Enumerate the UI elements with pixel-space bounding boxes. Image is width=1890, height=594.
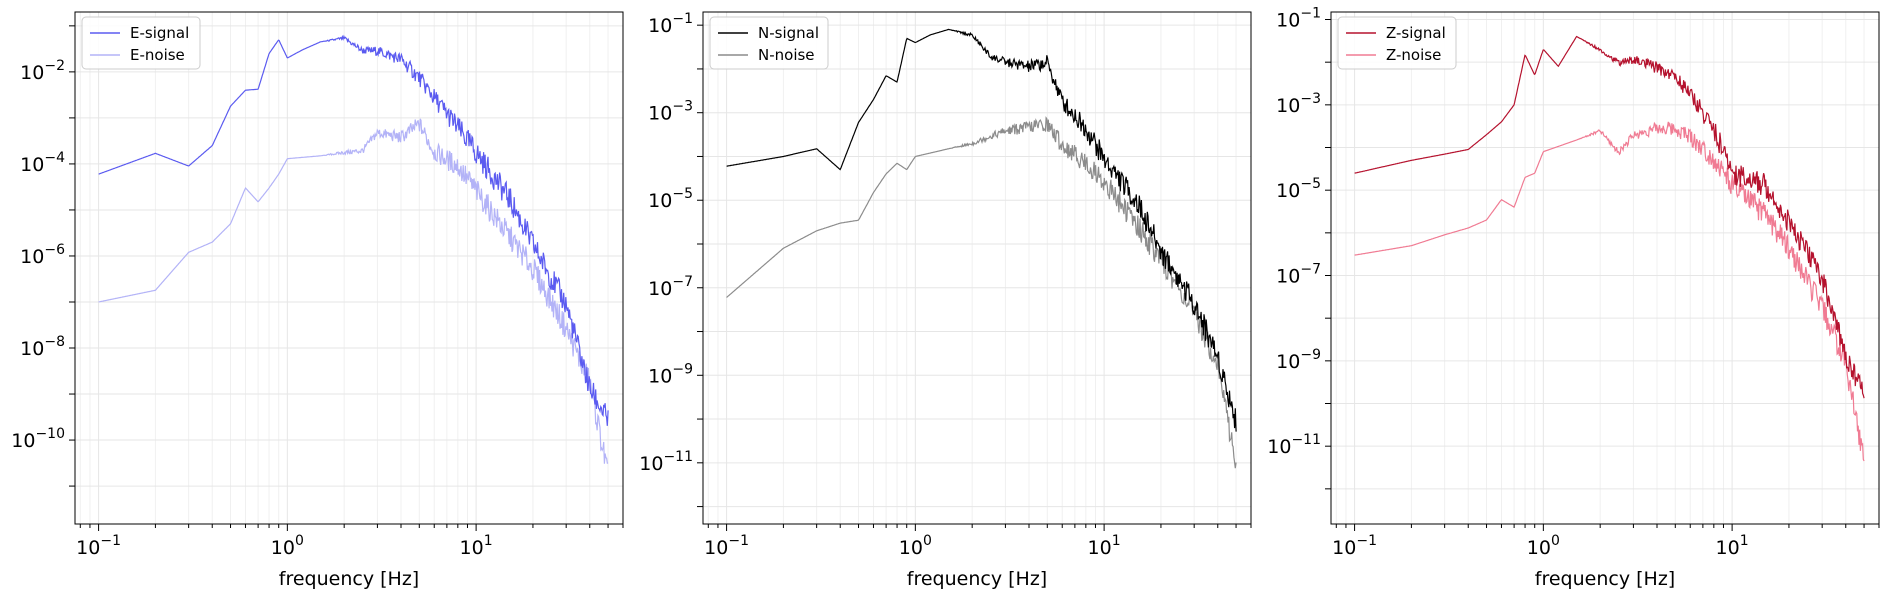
legend: N-signal N-noise — [709, 16, 829, 70]
legend-label: Z-noise — [1386, 46, 1441, 64]
y-tick-label: 10−3 — [1276, 91, 1321, 117]
y-tick-label: 10−6 — [20, 242, 65, 268]
legend-label: Z-signal — [1386, 24, 1446, 42]
series-line-e-signal — [98, 34, 609, 426]
y-tick-label: 10−7 — [1276, 262, 1321, 288]
x-tick-label: 10−1 — [1332, 533, 1377, 559]
legend-label: N-signal — [758, 24, 819, 42]
x-tick-label: 101 — [1088, 533, 1121, 559]
plot-frame — [702, 11, 1252, 525]
y-tick-label: 10−11 — [1267, 432, 1321, 458]
legend: E-signal E-noise — [81, 16, 201, 70]
y-tick-label: 10−5 — [648, 186, 693, 212]
y-tick-label: 10−5 — [1276, 176, 1321, 202]
plot-frame — [74, 11, 624, 525]
legend-label: E-noise — [130, 46, 185, 64]
y-tick-label: 10−3 — [648, 99, 693, 125]
x-tick-label: 100 — [899, 533, 932, 559]
grid — [75, 12, 624, 524]
legend: Z-signal Z-noise — [1337, 16, 1457, 70]
y-tick-label: 10−2 — [20, 58, 65, 84]
x-tick-label: 101 — [1716, 533, 1749, 559]
legend-label: N-noise — [758, 46, 815, 64]
y-tick-label: 10−9 — [648, 361, 693, 387]
x-axis-label: frequency [Hz] — [279, 568, 419, 590]
legend-box — [81, 16, 201, 70]
y-tick-label: 10−9 — [1276, 347, 1321, 373]
y-tick-label: 10−4 — [20, 150, 65, 176]
chart-panel-3: 10−1 100 101 10−1 10−3 10−5 10−7 10−9 10−11 frequ… — [1267, 6, 1880, 590]
series-line-z-signal — [1354, 35, 1865, 399]
y-tick-label: 10−1 — [648, 11, 693, 37]
plot-frame — [1330, 11, 1880, 525]
x-tick-label: 10−1 — [76, 533, 121, 559]
y-tick-label: 10−8 — [20, 334, 65, 360]
y-tick-label: 10−7 — [648, 274, 693, 300]
x-tick-label: 100 — [1527, 533, 1560, 559]
series-line-n-noise — [726, 116, 1237, 469]
chart-panel-1: 10−1 100 101 10−2 10−4 10−6 10−8 10−10 frequency… — [11, 11, 624, 590]
x-tick-label: 100 — [271, 533, 304, 559]
legend-box — [709, 16, 829, 70]
x-axis-label: frequency [Hz] — [907, 568, 1047, 590]
legend-label: E-signal — [130, 24, 189, 42]
series-line-z-noise — [1354, 121, 1865, 462]
chart-panel-2: 10−1 100 101 10−1 10−3 10−5 10−7 10−9 10−11 frequ… — [639, 11, 1252, 590]
y-tick-label: 10−1 — [1276, 6, 1321, 32]
series-line-n-signal — [726, 28, 1237, 432]
y-tick-label: 10−11 — [639, 449, 693, 475]
series-line-e-noise — [98, 118, 609, 464]
legend-box — [1337, 16, 1457, 70]
x-axis-label: frequency [Hz] — [1535, 568, 1675, 590]
x-tick-label: 10−1 — [704, 533, 749, 559]
y-tick-label: 10−10 — [11, 426, 65, 452]
grid — [1331, 12, 1880, 524]
x-tick-label: 101 — [460, 533, 493, 559]
